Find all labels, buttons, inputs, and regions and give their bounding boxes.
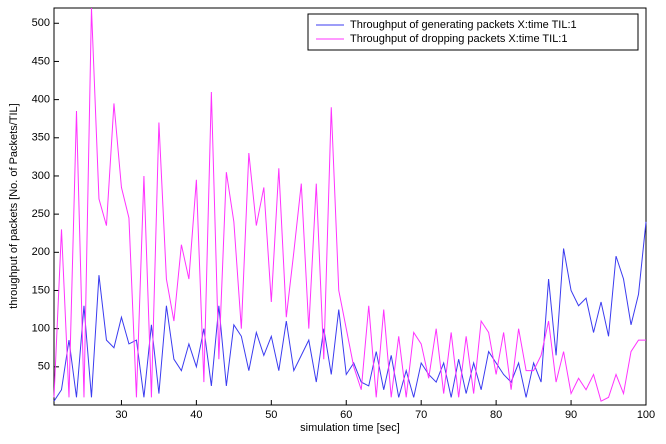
y-tick-label: 400 — [32, 94, 50, 106]
y-tick-label: 100 — [32, 323, 50, 335]
y-axis-label: throughput of packets [No. of Packets/TI… — [8, 103, 20, 308]
x-tick-label: 30 — [115, 409, 127, 421]
x-tick-label: 60 — [340, 409, 352, 421]
series-line — [53, 7, 646, 402]
legend-label: Throughput of dropping packets X:time TI… — [350, 33, 567, 45]
y-tick-label: 50 — [38, 361, 50, 373]
legend-box — [307, 13, 639, 51]
x-tick-label: 80 — [490, 409, 502, 421]
x-tick-label: 50 — [265, 409, 277, 421]
y-tick-label: 200 — [32, 246, 50, 258]
x-axis-label: simulation time [sec] — [300, 422, 400, 434]
y-tick-label: 150 — [32, 284, 50, 296]
legend-label: Throughput of generating packets X:time … — [350, 19, 577, 31]
x-tick-label: 90 — [565, 409, 577, 421]
y-tick-label: 450 — [32, 55, 50, 67]
y-tick-label: 350 — [32, 132, 50, 144]
y-tick-label: 300 — [32, 170, 50, 182]
x-tick-label: 70 — [415, 409, 427, 421]
y-tick-label: 500 — [32, 17, 50, 29]
y-tick-label: 250 — [32, 208, 50, 220]
x-tick-label: 100 — [637, 409, 655, 421]
x-tick-label: 40 — [190, 409, 202, 421]
